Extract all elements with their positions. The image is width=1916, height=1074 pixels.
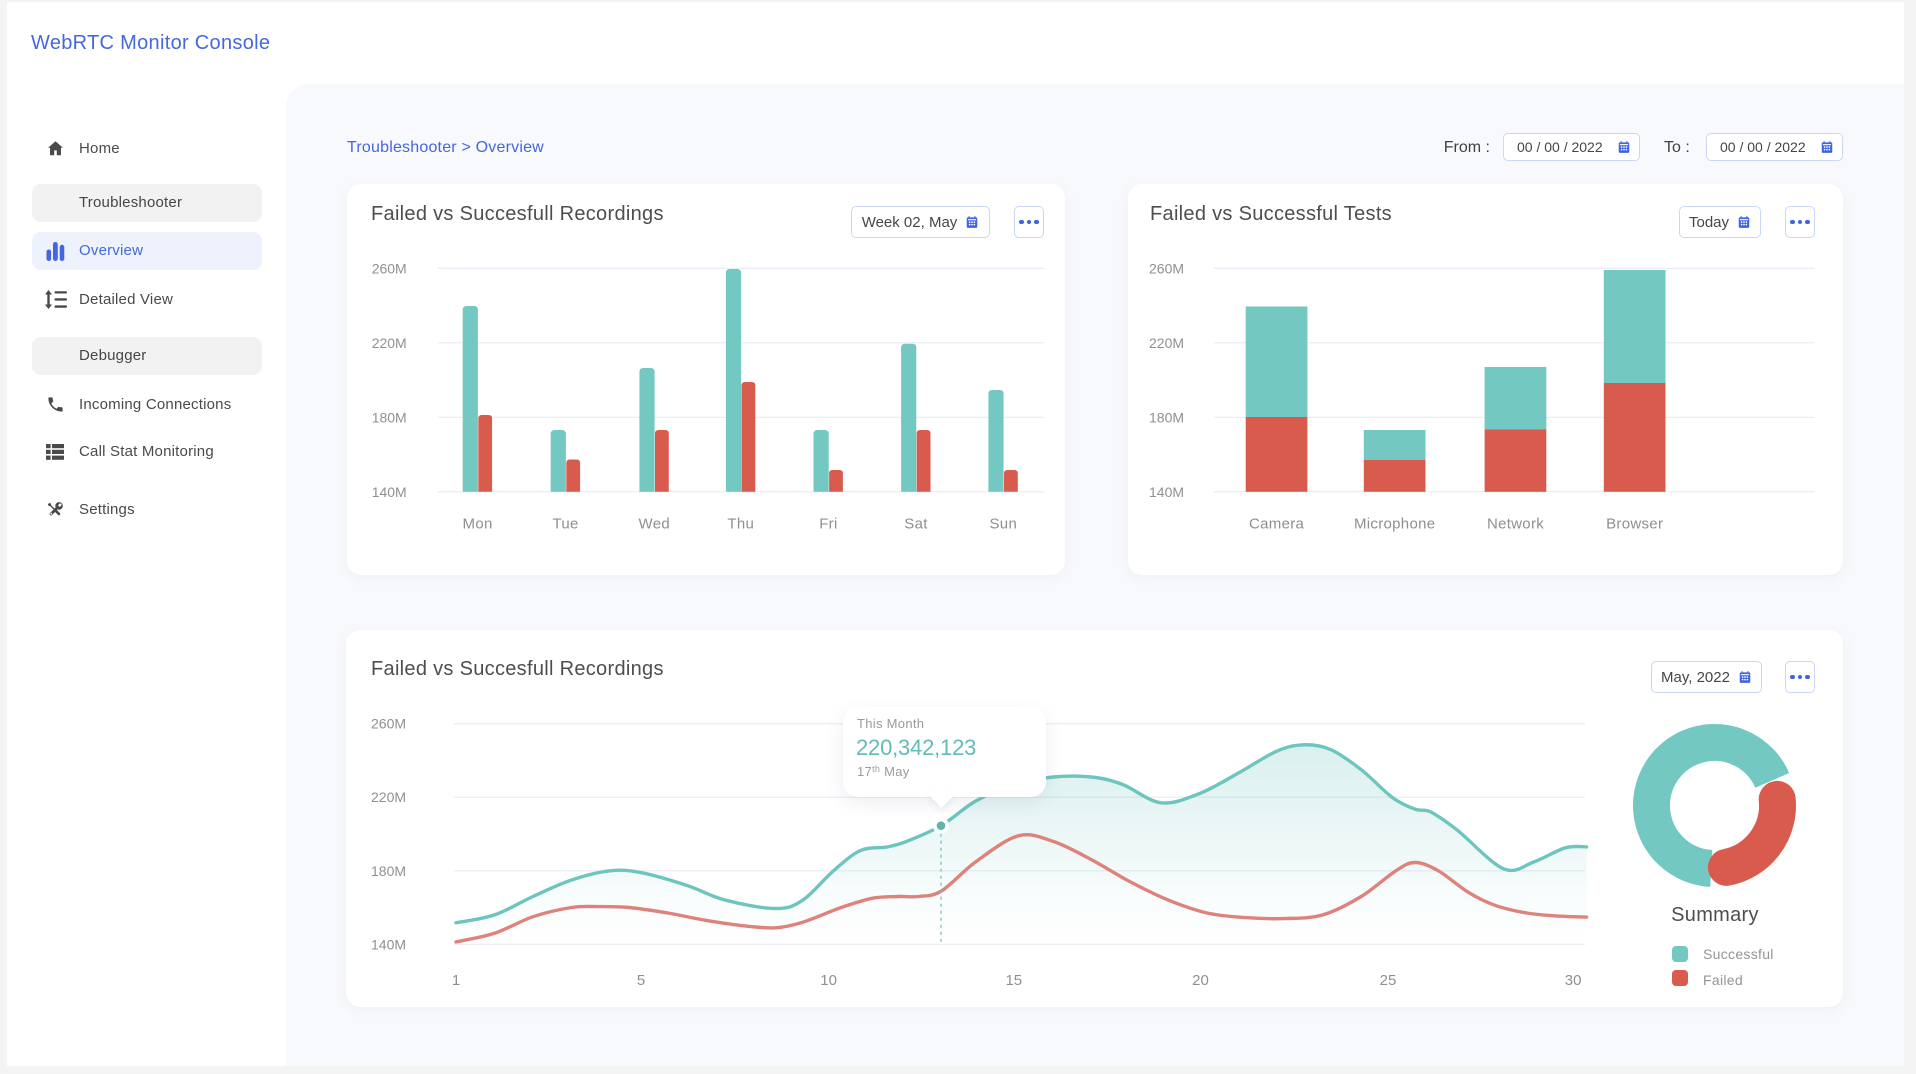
svg-text:15: 15 bbox=[1005, 972, 1022, 989]
svg-text:260M: 260M bbox=[1149, 260, 1184, 276]
svg-text:140M: 140M bbox=[372, 484, 407, 500]
svg-text:Fri: Fri bbox=[819, 516, 837, 533]
svg-text:180M: 180M bbox=[1149, 409, 1184, 425]
svg-text:260M: 260M bbox=[371, 716, 406, 732]
svg-text:Network: Network bbox=[1487, 516, 1544, 533]
svg-text:Microphone: Microphone bbox=[1354, 516, 1435, 533]
svg-text:260M: 260M bbox=[372, 260, 407, 276]
svg-text:Wed: Wed bbox=[639, 516, 670, 533]
svg-text:220M: 220M bbox=[371, 789, 406, 805]
svg-text:140M: 140M bbox=[371, 936, 406, 952]
svg-text:180M: 180M bbox=[371, 863, 406, 879]
svg-text:Thu: Thu bbox=[727, 516, 754, 533]
svg-text:1: 1 bbox=[452, 972, 460, 989]
svg-text:30: 30 bbox=[1565, 972, 1582, 989]
svg-text:Sun: Sun bbox=[990, 516, 1018, 533]
svg-text:Sat: Sat bbox=[904, 516, 928, 533]
svg-text:220M: 220M bbox=[372, 335, 407, 351]
svg-text:Camera: Camera bbox=[1249, 516, 1305, 533]
svg-text:10: 10 bbox=[820, 972, 837, 989]
svg-text:5: 5 bbox=[637, 972, 645, 989]
svg-text:Mon: Mon bbox=[463, 516, 493, 533]
svg-text:220M: 220M bbox=[1149, 335, 1184, 351]
svg-text:140M: 140M bbox=[1149, 484, 1184, 500]
svg-text:Browser: Browser bbox=[1606, 516, 1663, 533]
svg-text:180M: 180M bbox=[372, 409, 407, 425]
svg-text:Tue: Tue bbox=[552, 516, 578, 533]
svg-text:25: 25 bbox=[1380, 972, 1397, 989]
svg-text:20: 20 bbox=[1192, 972, 1209, 989]
